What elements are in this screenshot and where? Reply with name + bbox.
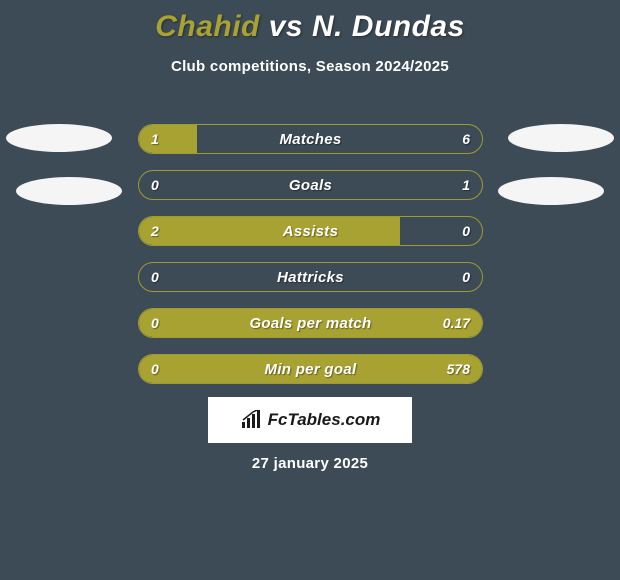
comparison-title: Chahid vs N. Dundas bbox=[0, 0, 620, 44]
vs-separator: vs bbox=[269, 10, 303, 43]
date-label: 27 january 2025 bbox=[0, 455, 620, 472]
decorative-ellipse bbox=[6, 124, 112, 152]
stat-row: 0Min per goal578 bbox=[138, 354, 483, 384]
stat-label: Goals per match bbox=[139, 309, 482, 337]
stat-value-right: 0 bbox=[462, 217, 470, 245]
stat-row: 0Goals per match0.17 bbox=[138, 308, 483, 338]
decorative-ellipse bbox=[16, 177, 122, 205]
brand-text: FcTables.com bbox=[268, 410, 381, 430]
brand-badge: FcTables.com bbox=[208, 397, 412, 443]
stat-label: Goals bbox=[139, 171, 482, 199]
player2-name: N. Dundas bbox=[312, 10, 465, 43]
stat-label: Assists bbox=[139, 217, 482, 245]
brand-chart-icon bbox=[240, 410, 264, 430]
stats-container: 1Matches60Goals12Assists00Hattricks00Goa… bbox=[138, 124, 483, 400]
stat-label: Matches bbox=[139, 125, 482, 153]
subtitle: Club competitions, Season 2024/2025 bbox=[0, 58, 620, 75]
stat-value-right: 1 bbox=[462, 171, 470, 199]
stat-row: 1Matches6 bbox=[138, 124, 483, 154]
player1-name: Chahid bbox=[155, 10, 260, 43]
decorative-ellipse bbox=[498, 177, 604, 205]
stat-value-right: 0.17 bbox=[443, 309, 470, 337]
stat-row: 2Assists0 bbox=[138, 216, 483, 246]
stat-value-right: 578 bbox=[447, 355, 470, 383]
stat-label: Hattricks bbox=[139, 263, 482, 291]
stat-value-right: 6 bbox=[462, 125, 470, 153]
stat-label: Min per goal bbox=[139, 355, 482, 383]
stat-row: 0Goals1 bbox=[138, 170, 483, 200]
decorative-ellipse bbox=[508, 124, 614, 152]
stat-row: 0Hattricks0 bbox=[138, 262, 483, 292]
stat-value-right: 0 bbox=[462, 263, 470, 291]
